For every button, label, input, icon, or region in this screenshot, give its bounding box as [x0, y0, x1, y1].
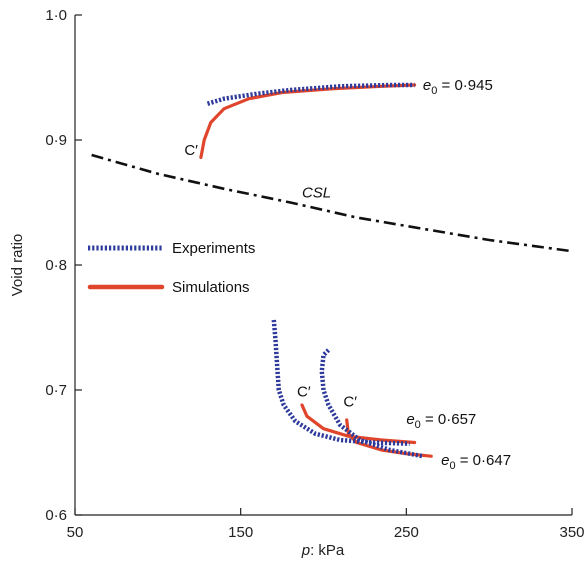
simulation-curve-2 [300, 403, 417, 445]
simulation-curve-1 [199, 83, 417, 160]
x-axis-title-rest: : kPa [310, 542, 345, 559]
e0-label: e0 = 0·647 [441, 452, 511, 472]
e0-label: e0 = 0·945 [423, 77, 493, 97]
e0-subscript: 0 [431, 85, 437, 97]
legend-simulations-label: Simulations [172, 279, 250, 296]
x-axis-title-italic: p [301, 542, 310, 559]
x-tick-label: 350 [559, 524, 584, 541]
csl-line [91, 153, 573, 253]
e0-symbol: e [441, 452, 449, 469]
e0-value: = 0·657 [421, 411, 476, 428]
e0-label: e0 = 0·657 [406, 411, 476, 431]
e0-value: = 0·945 [437, 77, 492, 94]
y-axis-title: Void ratio [9, 234, 26, 297]
y-tick-label: 0·6 [45, 507, 67, 524]
x-axis-title: p: kPa [301, 542, 345, 559]
x-tick-label: 150 [228, 524, 253, 541]
e0-symbol: e [406, 411, 414, 428]
e0-symbol: e [423, 77, 431, 94]
e0-subscript: 0 [449, 460, 455, 472]
experiment-curve-2 [271, 319, 410, 446]
x-tick-label: 50 [67, 524, 84, 541]
legend-experiments-label: Experiments [172, 240, 255, 257]
critical-point-label: C′ [297, 383, 311, 400]
csl-label: CSL [302, 185, 331, 202]
x-tick-label: 250 [394, 524, 419, 541]
y-tick-label: 0·8 [45, 257, 67, 274]
series-layer [199, 82, 433, 459]
x-ticks: 50 150 250 350 [67, 508, 585, 541]
y-tick-label: 0·7 [45, 382, 67, 399]
experiment-curve-3 [319, 348, 424, 459]
y-ticks: 0·6 0·7 0·8 0·9 1·0 [45, 7, 82, 524]
simulation-curve-3 [345, 418, 433, 458]
legend: Experiments Simulations [87, 240, 255, 296]
critical-point-label: C′ [343, 393, 357, 410]
y-tick-label: 0·9 [45, 132, 67, 149]
e0-value: = 0·647 [456, 452, 511, 469]
csl-layer [91, 153, 573, 253]
e0-subscript: 0 [415, 419, 421, 431]
axes: 50 150 250 350 0·6 0·7 0·8 0·9 1·0 [45, 7, 584, 541]
experiment-curve-1 [206, 82, 415, 106]
y-tick-label: 1·0 [45, 7, 67, 24]
critical-point-label: C′ [184, 142, 198, 159]
